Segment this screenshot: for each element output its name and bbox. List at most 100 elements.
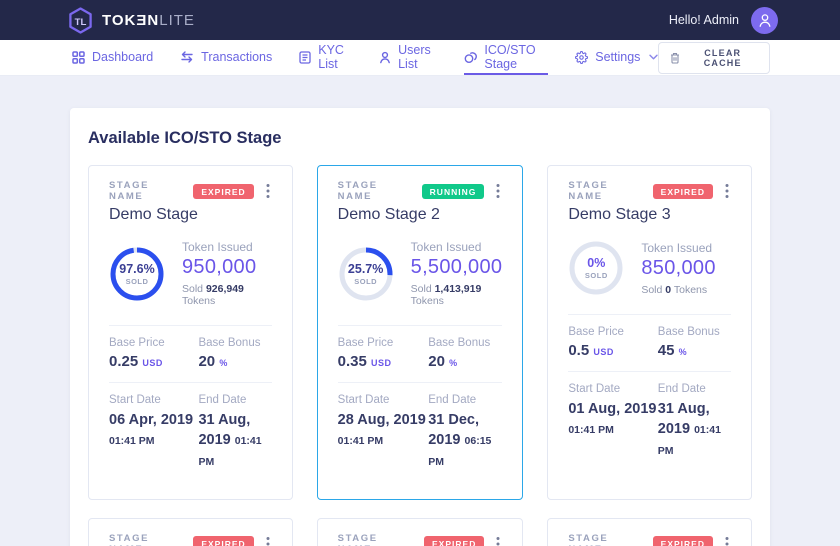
- user-icon: [758, 13, 772, 28]
- nav-item-settings[interactable]: Settings: [575, 40, 659, 75]
- nav-item-kyc-list[interactable]: KYC List: [299, 40, 352, 75]
- sold-progress-ring: 0% SOLD: [568, 240, 624, 296]
- sold-progress-ring: 97.6% SOLD: [109, 246, 165, 302]
- base-price-value: 0.35 USD: [337, 353, 392, 370]
- sold-tokens-line: Sold 0 Tokens: [641, 283, 708, 296]
- kebab-menu-icon[interactable]: [494, 534, 502, 546]
- sold-tokens-line: Sold 1,413,919 Tokens: [410, 283, 482, 307]
- kebab-menu-icon[interactable]: [723, 181, 731, 201]
- kebab-menu-icon[interactable]: [723, 534, 731, 546]
- start-date-label: Start Date: [337, 394, 390, 406]
- nav-item-label: Users List: [398, 43, 431, 71]
- status-badge: EXPIRED: [424, 536, 485, 546]
- end-date-label: End Date: [198, 394, 247, 406]
- topbar: TL TOKƎNLITE Hello! Admin: [0, 0, 840, 40]
- stage-card: STAGE NAME EXPIRED Demo Stage 6 0% SOLD: [547, 517, 752, 546]
- stage-card: STAGE NAME EXPIRED Demo Stage 3 0% SOLD: [547, 165, 752, 500]
- nav-item-label: KYC List: [318, 43, 344, 71]
- base-price-value: 0.25 USD: [109, 353, 163, 370]
- sold-tokens-value: 1,413,919: [434, 283, 482, 295]
- swap-icon: [180, 51, 194, 63]
- token-issued-label: Token Issued: [182, 240, 253, 254]
- svg-text:TL: TL: [75, 16, 87, 27]
- sold-tokens-line: Sold 926,949 Tokens: [182, 283, 244, 307]
- end-date-label: End Date: [657, 383, 706, 395]
- stage-title: Demo Stage 2: [337, 206, 440, 223]
- stage-name-label: STAGE NAME: [337, 532, 378, 546]
- sold-caption: SOLD: [125, 276, 149, 286]
- kebab-menu-icon[interactable]: [264, 534, 272, 546]
- end-date-value: 31 Dec, 2019 06:15 PM: [428, 412, 492, 468]
- status-badge: EXPIRED: [652, 536, 713, 546]
- nav-item-label: Transactions: [201, 50, 273, 64]
- stage-title: Demo Stage 3: [568, 206, 671, 223]
- base-bonus-label: Base Bonus: [428, 337, 491, 349]
- end-date-label: End Date: [428, 394, 477, 406]
- trash-icon: [670, 52, 680, 64]
- start-date-label: Start Date: [109, 394, 161, 406]
- brand-wordmark: TOKƎNLITE: [102, 11, 195, 29]
- page-title: Available ICO/STO Stage: [88, 129, 282, 147]
- user-icon: [379, 51, 391, 64]
- clear-cache-label: CLEAR CACHE: [703, 47, 742, 68]
- nav-item-label: ICO/STO Stage: [484, 43, 536, 71]
- main-nav: Dashboard Transactions KYC List Users List I…: [0, 40, 840, 76]
- brand-link[interactable]: TL TOKƎNLITE: [68, 6, 195, 34]
- nav-item-ico-sto-stage[interactable]: ICO/STO Stage: [464, 40, 549, 75]
- stage-name-label: STAGE NAME: [337, 180, 378, 202]
- nav-item-label: Settings: [595, 50, 641, 64]
- base-bonus-value: 45 %: [657, 342, 688, 359]
- sold-tokens-value: 0: [665, 283, 672, 296]
- nav-item-dashboard[interactable]: Dashboard: [72, 40, 153, 75]
- status-badge: EXPIRED: [193, 183, 254, 199]
- nav-item-transactions[interactable]: Transactions: [180, 40, 272, 75]
- base-price-label: Base Price: [568, 326, 624, 338]
- stage-card: STAGE NAME EXPIRED Demo Stage 97.6% SOLD: [88, 165, 293, 500]
- content-area: Available ICO/STO Stage STAGE NAME EXPIR…: [0, 76, 840, 546]
- avatar[interactable]: [751, 6, 778, 34]
- end-date-value: 31 Aug, 2019 01:41 PM: [657, 401, 721, 457]
- start-date-value: 01 Aug, 2019 01:41 PM: [568, 401, 657, 437]
- base-bonus-value: 20 %: [428, 353, 458, 370]
- nav-item-label: Dashboard: [92, 50, 154, 64]
- stage-name-label: STAGE NAME: [109, 532, 150, 546]
- sold-percent: 0%: [587, 256, 606, 270]
- start-date-value: 28 Aug, 2019 01:41 PM: [337, 412, 426, 448]
- status-badge: EXPIRED: [193, 536, 254, 546]
- sold-caption: SOLD: [354, 276, 378, 286]
- sold-progress-ring: 25.7% SOLD: [338, 246, 394, 302]
- stage-card: STAGE NAME EXPIRED Demo Stage 5 0% SOLD: [316, 517, 524, 546]
- token-issued-label: Token Issued: [410, 240, 482, 254]
- nav-item-users-list[interactable]: Users List: [379, 40, 437, 75]
- chevron-down-icon: [649, 54, 659, 60]
- start-date-label: Start Date: [568, 383, 621, 395]
- base-bonus-label: Base Bonus: [198, 337, 261, 349]
- stage-card-grid: STAGE NAME EXPIRED Demo Stage 97.6% SOLD: [88, 165, 752, 546]
- token-issued-value: 850,000: [641, 256, 716, 279]
- kebab-menu-icon[interactable]: [494, 181, 502, 201]
- stage-name-label: STAGE NAME: [568, 180, 609, 202]
- stage-card: STAGE NAME EXPIRED Demo Stage 4 0% SOLD: [88, 517, 293, 546]
- end-date-value: 31 Aug, 2019 01:41 PM: [198, 412, 262, 468]
- stage-name-label: STAGE NAME: [568, 532, 609, 546]
- kebab-menu-icon[interactable]: [264, 181, 272, 201]
- sold-percent: 97.6%: [119, 261, 155, 276]
- base-price-label: Base Price: [109, 337, 165, 349]
- stage-name-label: STAGE NAME: [109, 180, 150, 202]
- brand-logo-icon: TL: [68, 6, 93, 34]
- sold-tokens-value: 926,949: [205, 283, 244, 295]
- token-issued-value: 950,000: [182, 256, 257, 278]
- stages-panel: Available ICO/STO Stage STAGE NAME EXPIR…: [70, 108, 770, 546]
- status-badge: EXPIRED: [652, 183, 713, 199]
- stage-title: Demo Stage: [109, 206, 198, 223]
- gear-icon: [575, 50, 589, 64]
- token-issued-label: Token Issued: [641, 240, 713, 255]
- clear-cache-button[interactable]: CLEAR CACHE: [658, 41, 770, 74]
- grid-icon: [72, 50, 85, 64]
- base-price-label: Base Price: [337, 337, 394, 349]
- coins-icon: [464, 51, 478, 64]
- stage-card: STAGE NAME RUNNING Demo Stage 2 25.7% SO…: [316, 165, 524, 500]
- start-date-value: 06 Apr, 2019 01:41 PM: [109, 412, 194, 448]
- base-bonus-label: Base Bonus: [657, 326, 720, 338]
- token-issued-value: 5,500,000: [410, 256, 503, 278]
